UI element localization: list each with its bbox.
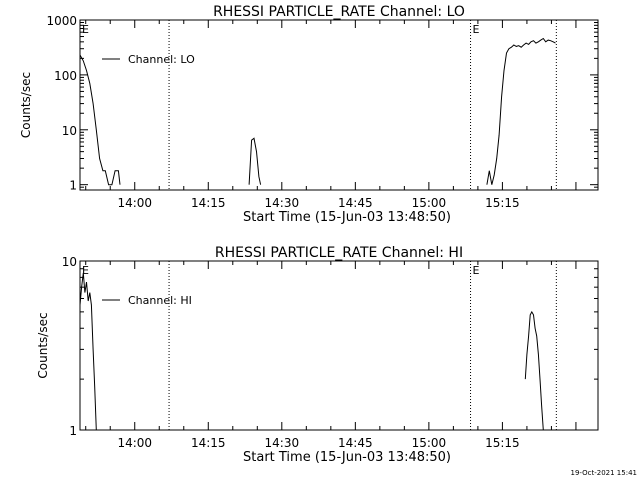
footer-timestamp: 19-Oct-2021 15:41 (571, 469, 637, 477)
series-line (248, 137, 262, 185)
y-axis-label: Counts/sec (19, 72, 33, 138)
y-tick-label: 10 (62, 124, 77, 138)
x-tick-label: 15:00 (412, 196, 447, 210)
event-marker-label: E (82, 23, 89, 36)
x-axis-label: Start Time (15-Jun-03 13:48:50) (243, 210, 451, 225)
series-line (79, 54, 121, 186)
plot-frame (79, 19, 599, 191)
series-line (79, 272, 98, 431)
y-tick-label: 100 (54, 69, 77, 83)
y-tick-label: 1 (69, 424, 77, 438)
chart-hi: RHESSI PARTICLE_RATE Channel: HI 14:00 14:… (36, 245, 599, 465)
x-tick-label: 14:00 (117, 196, 152, 210)
chart-lo: RHESSI PARTICLE_RATE Channel: LO 14:00 14:… (19, 4, 599, 225)
y-tick-label: 1 (69, 179, 77, 193)
series-line (524, 310, 544, 431)
x-tick-label: 14:45 (338, 436, 373, 450)
x-tick-label: 15:00 (412, 436, 447, 450)
legend-label: Channel: LO (128, 53, 195, 66)
event-marker-label: E (473, 23, 480, 36)
y-axis-label: Counts/sec (36, 312, 50, 378)
x-tick-label: 14:00 (117, 436, 152, 450)
series-line (486, 37, 556, 185)
legend-label: Channel: HI (128, 294, 192, 307)
event-marker-label: E (82, 264, 89, 277)
x-tick-label: 14:45 (338, 196, 373, 210)
x-tick-label: 14:15 (191, 436, 226, 450)
event-marker-label: E (473, 264, 480, 277)
chart-title: RHESSI PARTICLE_RATE Channel: LO (213, 4, 465, 20)
y-tick-label: 1000 (46, 14, 77, 28)
chart-title: RHESSI PARTICLE_RATE Channel: HI (215, 245, 463, 261)
x-tick-label: 15:15 (485, 196, 520, 210)
x-axis-label: Start Time (15-Jun-03 13:48:50) (243, 450, 451, 465)
y-tick-label: 10 (62, 255, 77, 269)
x-tick-label: 14:30 (265, 196, 300, 210)
plot-frame (79, 260, 599, 431)
x-tick-label: 14:15 (191, 196, 226, 210)
x-tick-label: 15:15 (485, 436, 520, 450)
x-tick-label: 14:30 (265, 436, 300, 450)
